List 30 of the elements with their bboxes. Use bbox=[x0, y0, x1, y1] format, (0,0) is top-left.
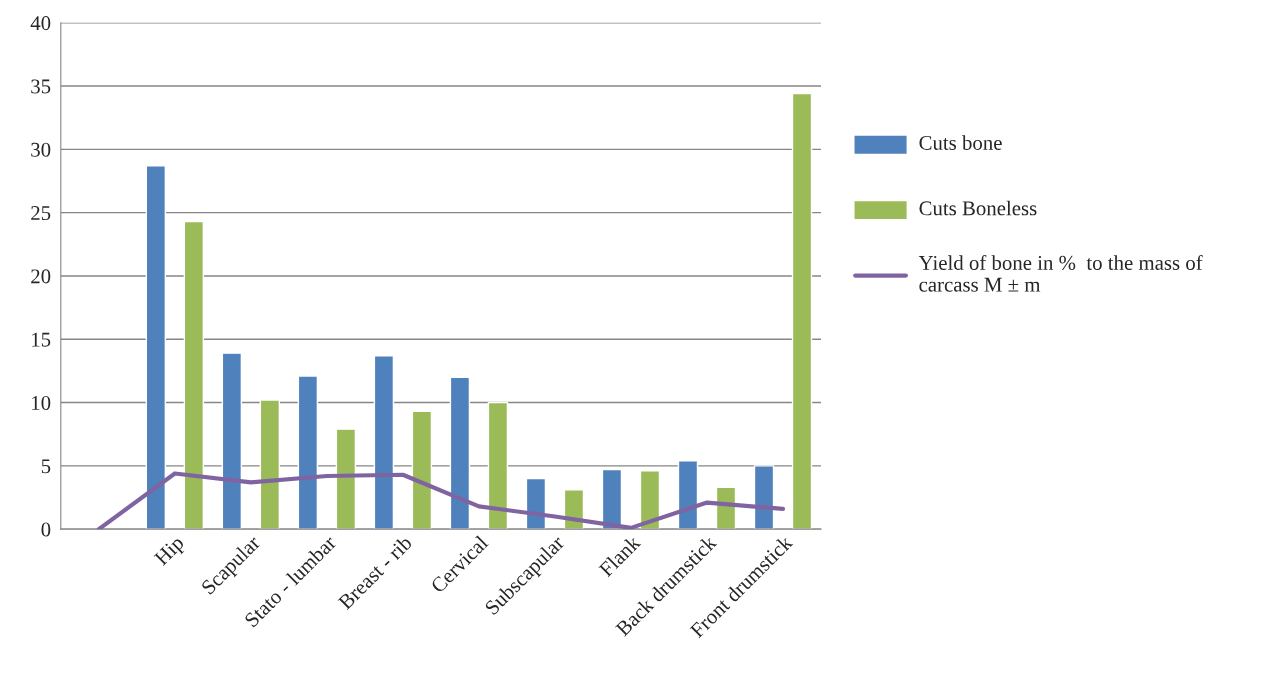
y-tick-label: 35 bbox=[31, 79, 51, 94]
bar bbox=[335, 428, 357, 530]
bar bbox=[601, 468, 623, 530]
bar bbox=[525, 477, 547, 530]
bar bbox=[183, 220, 205, 530]
bar bbox=[373, 355, 395, 530]
y-tick-label: 25 bbox=[31, 206, 51, 221]
legend-label: Cuts Boneless bbox=[919, 200, 1037, 216]
bar bbox=[145, 165, 167, 530]
bar bbox=[753, 465, 775, 530]
bar bbox=[487, 401, 509, 530]
bar bbox=[449, 376, 471, 530]
y-tick-label: 40 bbox=[30, 16, 51, 31]
bar bbox=[639, 470, 661, 530]
y-tick-label: 0 bbox=[41, 522, 51, 537]
bar bbox=[221, 352, 243, 530]
bar bbox=[791, 92, 813, 530]
bar bbox=[677, 460, 699, 530]
bar bbox=[411, 410, 433, 530]
y-tick-label: 15 bbox=[32, 332, 51, 347]
y-tick-label: 10 bbox=[32, 395, 51, 410]
bar bbox=[259, 399, 281, 530]
bar bbox=[297, 375, 319, 530]
legend-label: Cuts bone bbox=[919, 135, 1002, 150]
y-tick-label: 30 bbox=[31, 142, 51, 157]
line-series bbox=[96, 471, 786, 530]
y-tick-label: 20 bbox=[31, 269, 51, 284]
y-tick-label: 5 bbox=[41, 459, 51, 474]
x-tick-label: Hip bbox=[153, 535, 188, 570]
legend-label: Yield of bone in % to the mass of carcass M ± m bbox=[918, 255, 1203, 292]
